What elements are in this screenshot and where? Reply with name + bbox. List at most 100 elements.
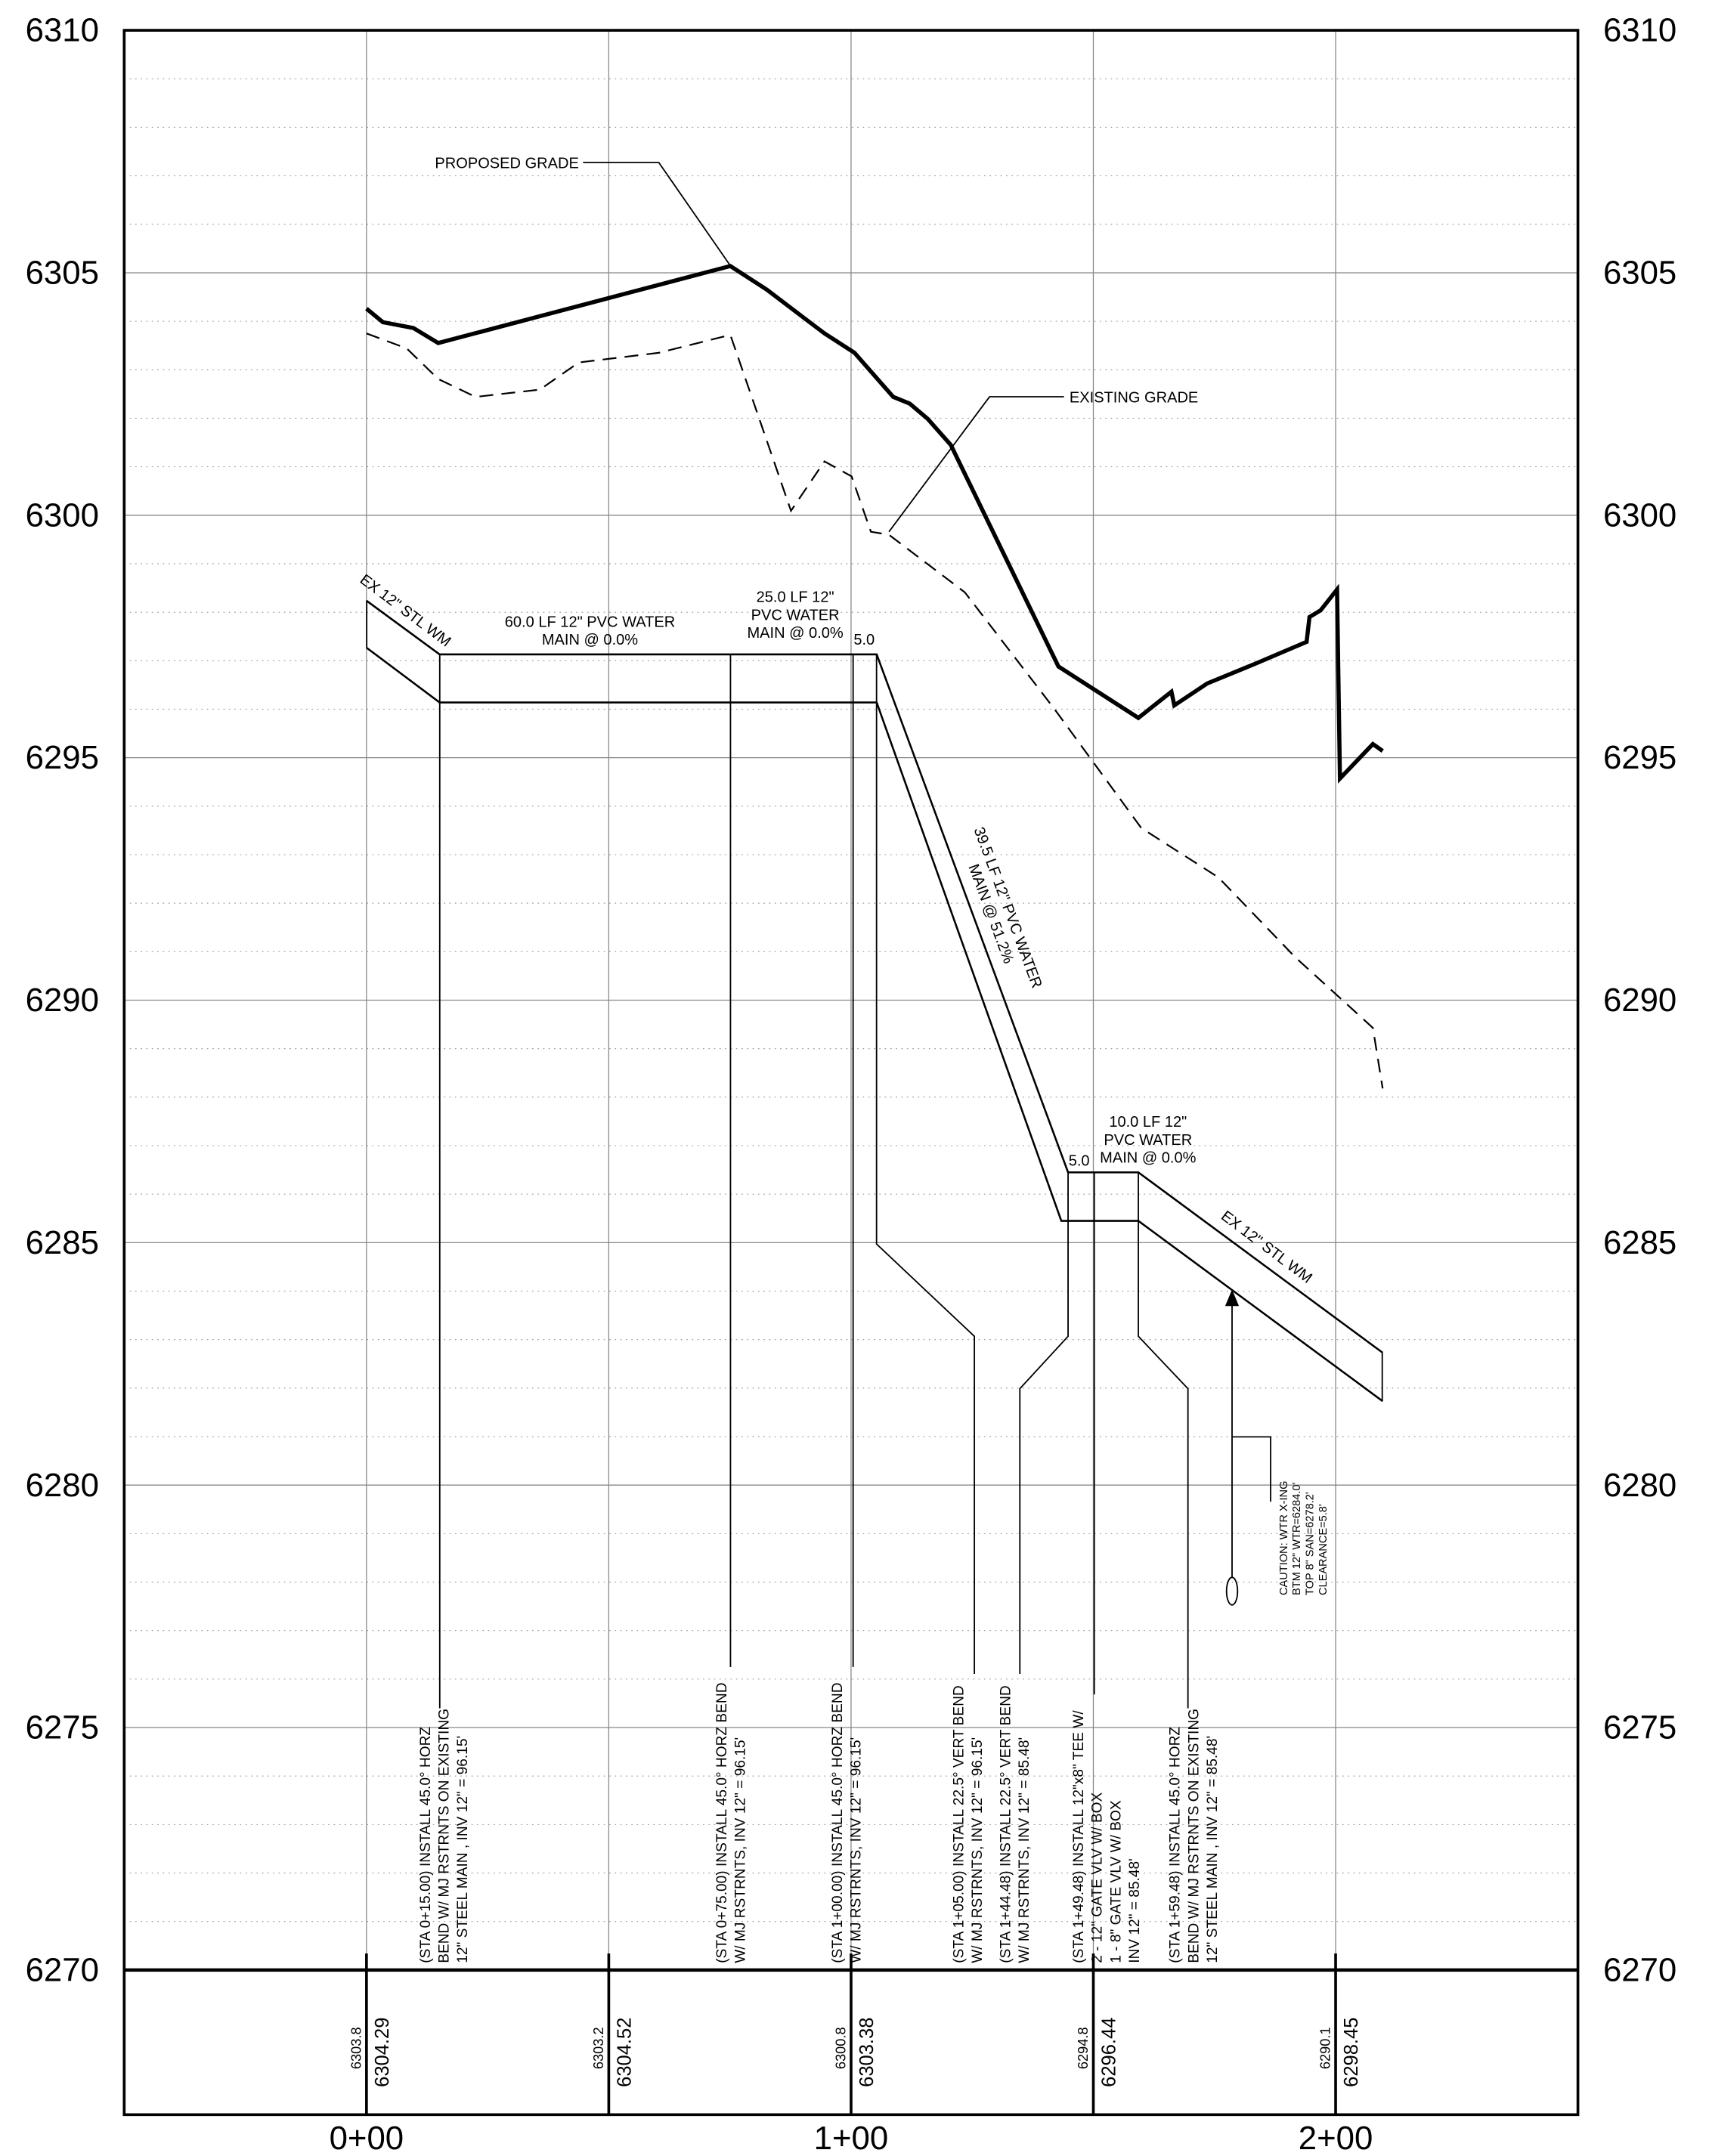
caution-note-line: TOP 8" SAN=6278.2' bbox=[1305, 1492, 1317, 1595]
grade-annotation: EXISTING GRADE bbox=[1070, 389, 1198, 406]
proposed-elev: 6304.29 bbox=[372, 2018, 393, 2087]
pipe-bottom-line bbox=[366, 646, 1384, 1403]
callout-line: W/ MJ RSTRNTS, INV 12" = 96.15' bbox=[849, 1737, 865, 1963]
pipe-label-line: 60.0 LF 12" PVC WATER bbox=[505, 614, 675, 630]
leader-line bbox=[583, 162, 732, 267]
existing-elev-label: 6300.8 bbox=[833, 2027, 849, 2069]
y-tick-label-right: 6270 bbox=[1603, 1951, 1676, 1988]
y-tick-label-right: 6290 bbox=[1603, 982, 1676, 1019]
arrow-head bbox=[1224, 1289, 1240, 1307]
y-tick-label: 6310 bbox=[26, 12, 99, 49]
pipe-label-line: 5.0 bbox=[853, 632, 875, 648]
callout: (STA 1+49.48) INSTALL 12"x8" TEE W/2 - 1… bbox=[1071, 1710, 1143, 1963]
x-tick-label: 0+00 bbox=[330, 2120, 404, 2156]
callout-line: W/ MJ RSTRNTS, INV 12" = 96.15' bbox=[733, 1737, 749, 1963]
pipe-label-line: MAIN @ 0.0% bbox=[542, 632, 638, 648]
y-tick-label-right: 6300 bbox=[1603, 496, 1676, 534]
y-tick-label: 6295 bbox=[26, 739, 99, 776]
y-tick-label-right: 6295 bbox=[1603, 739, 1676, 776]
y-tick-label: 6290 bbox=[26, 982, 99, 1019]
existing-elev-label: 6294.8 bbox=[1075, 2027, 1091, 2069]
pipe-label-line: MAIN @ 0.0% bbox=[747, 625, 843, 642]
y-tick-label: 6270 bbox=[26, 1951, 99, 1988]
existing-elev-label: 6303.2 bbox=[590, 2027, 606, 2069]
proposed-elev-label: 6298.45 bbox=[1341, 2018, 1362, 2087]
y-tick-label: 6285 bbox=[26, 1224, 99, 1261]
leader-line bbox=[1232, 1436, 1271, 1502]
callout-line: (STA 0+15.00) INSTALL 45.0° HORZ bbox=[418, 1727, 434, 1963]
pipe-label-line: 10.0 LF 12" bbox=[1109, 1114, 1187, 1131]
caution-note-line: BTM 12" WTR=6284.0' bbox=[1291, 1482, 1303, 1595]
y-tick-label: 6305 bbox=[26, 255, 99, 292]
y-tick-label: 6275 bbox=[26, 1709, 99, 1746]
y-tick-label-right: 6305 bbox=[1603, 255, 1676, 292]
callout-line: INV 12" = 85.48' bbox=[1127, 1858, 1143, 1963]
callout-line: W/ MJ RSTRNTS, INV 12" = 96.15' bbox=[970, 1737, 986, 1963]
y-tick-label: 6300 bbox=[26, 496, 99, 534]
existing-elev: 6303.8 bbox=[348, 2027, 364, 2069]
existing-elev-label: 6290.1 bbox=[1317, 2027, 1333, 2069]
callout-line: BEND W/ MJ RSTRNTS ON EXISTING bbox=[1186, 1709, 1202, 1963]
proposed-elev-label: 6303.38 bbox=[856, 2018, 878, 2087]
leader-line bbox=[888, 396, 1064, 533]
callout-line: 12" STEEL MAIN , INV 12" = 96.15' bbox=[455, 1736, 471, 1963]
callout-line: (STA 1+59.48) INSTALL 45.0° HORZ bbox=[1168, 1727, 1184, 1963]
callout: (STA 0+75.00) INSTALL 45.0° HORZ BEND W/ … bbox=[714, 1682, 749, 1963]
callout-line: W/ MJ RSTRNTS, INV 12" = 85.48' bbox=[1017, 1737, 1033, 1963]
callout: (STA 1+44.48) INSTALL 22.5° VERT BEND W/ … bbox=[998, 1685, 1033, 1963]
leader-line bbox=[875, 654, 976, 1674]
pipe-label: 25.0 LF 12"PVC WATER MAIN @ 0.0% bbox=[747, 589, 843, 642]
proposed-elev: 6296.44 bbox=[1099, 2018, 1120, 2087]
callout-line: 2 - 12" GATE VLV W/ BOX bbox=[1090, 1792, 1106, 1963]
crossing-symbol bbox=[1225, 1576, 1239, 1606]
proposed-elev-label: 6304.52 bbox=[615, 2018, 636, 2087]
callout-line: BEND W/ MJ RSTRNTS ON EXISTING bbox=[437, 1709, 453, 1963]
callout-line: 1 - 8" GATE VLV W/ BOX bbox=[1108, 1800, 1124, 1963]
leader-line bbox=[1138, 1172, 1189, 1709]
existing-elev: 6303.2 bbox=[590, 2027, 606, 2069]
y-tick-label-right: 6310 bbox=[1603, 12, 1676, 49]
pipe-label: 60.0 LF 12" PVC WATER MAIN @ 0.0% bbox=[505, 614, 675, 648]
proposed-elev-label: 6304.29 bbox=[372, 2018, 393, 2087]
x-tick-label: 1+00 bbox=[814, 2120, 889, 2156]
proposed-grade-line bbox=[365, 264, 1384, 784]
pipe-label-line: PVC WATER bbox=[1104, 1132, 1192, 1149]
existing-grade-line bbox=[366, 333, 1384, 1089]
callout-line: (STA 0+75.00) INSTALL 45.0° HORZ BEND bbox=[714, 1682, 730, 1963]
grade-annotation: PROPOSED GRADE bbox=[435, 155, 579, 172]
y-tick-label-right: 6275 bbox=[1603, 1709, 1676, 1746]
pipe-label: EX 12" STL WM bbox=[1218, 1208, 1315, 1287]
caution-note: CAUTION: WTR X-ING BTM 12" WTR=6284.0' TOP… bbox=[1278, 1481, 1330, 1595]
pipe-label-line: 25.0 LF 12" bbox=[757, 589, 834, 606]
proposed-elev: 6303.38 bbox=[856, 2018, 878, 2087]
callout: (STA 1+05.00) INSTALL 22.5° VERT BEND W/ … bbox=[952, 1685, 986, 1963]
existing-elev: 6290.1 bbox=[1317, 2027, 1333, 2069]
leader-line bbox=[1019, 1172, 1069, 1674]
callout: (STA 0+15.00) INSTALL 45.0° HORZ BEND W/ … bbox=[418, 1709, 471, 1963]
pipe-label-line: EX 12" STL WM bbox=[357, 571, 454, 651]
y-tick-label: 6280 bbox=[26, 1467, 99, 1504]
x-tick-label: 2+00 bbox=[1299, 2120, 1373, 2156]
existing-elev: 6300.8 bbox=[833, 2027, 849, 2069]
callout-line: (STA 1+49.48) INSTALL 12"x8" TEE W/ bbox=[1071, 1710, 1087, 1963]
existing-elev: 6294.8 bbox=[1075, 2027, 1091, 2069]
callout: (STA 1+59.48) INSTALL 45.0° HORZ BEND W/ … bbox=[1168, 1709, 1221, 1963]
pipe-label-line: EX 12" STL WM bbox=[1218, 1208, 1315, 1287]
caution-note-line: CLEARANCE=5.8' bbox=[1317, 1504, 1330, 1595]
callout-line: 12" STEEL MAIN , INV 12" = 85.48' bbox=[1205, 1736, 1221, 1963]
pipe-top-line bbox=[366, 599, 1384, 1354]
callout-line: (STA 1+05.00) INSTALL 22.5° VERT BEND bbox=[952, 1685, 968, 1963]
pipe-label: EX 12" STL WM bbox=[357, 571, 454, 651]
proposed-elev: 6304.52 bbox=[615, 2018, 636, 2087]
y-tick-label-right: 6280 bbox=[1603, 1467, 1676, 1504]
pipe-label: 5.0 bbox=[853, 632, 875, 648]
pipe-label-line: MAIN @ 0.0% bbox=[1100, 1150, 1196, 1167]
pipe-label: 5.0 bbox=[1069, 1152, 1090, 1169]
y-tick-label-right: 6285 bbox=[1603, 1224, 1676, 1261]
callout: (STA 1+00.00) INSTALL 45.0° HORZ BEND W/ … bbox=[830, 1682, 865, 1963]
proposed-elev-label: 6296.44 bbox=[1099, 2018, 1120, 2087]
pipe-label-line: 5.0 bbox=[1069, 1152, 1090, 1169]
caution-note-line: CAUTION: WTR X-ING bbox=[1278, 1481, 1290, 1595]
